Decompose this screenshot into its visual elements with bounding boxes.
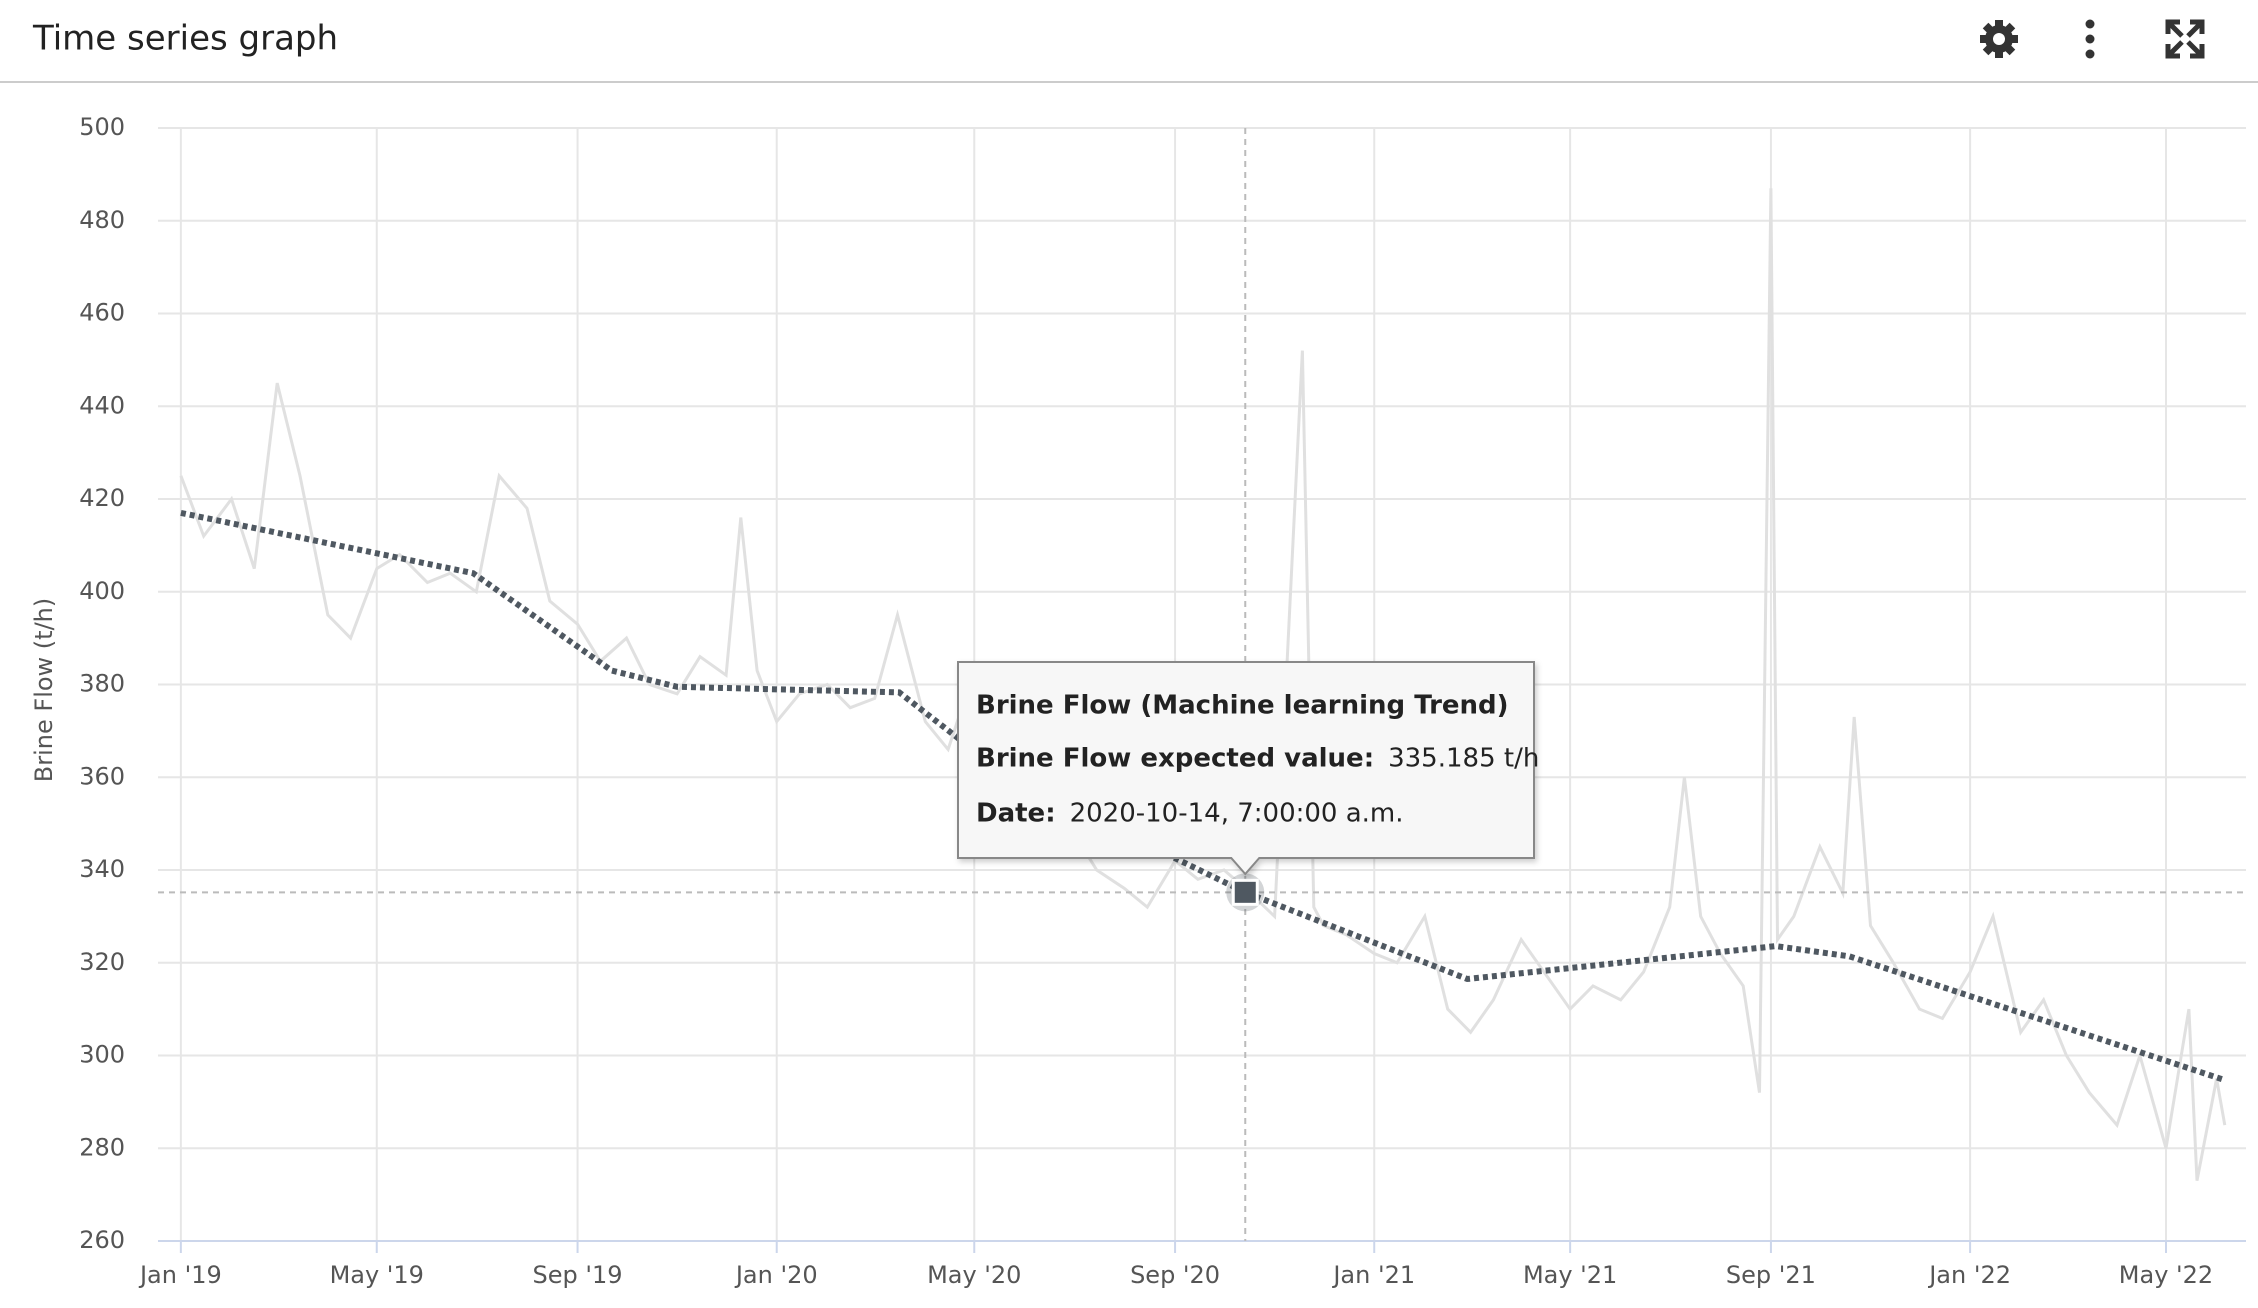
y-tick-label: 260 bbox=[79, 1226, 125, 1254]
hover-marker bbox=[1231, 878, 1259, 906]
y-tick-label: 340 bbox=[79, 855, 125, 883]
y-tick-label: 320 bbox=[79, 948, 125, 976]
tooltip-date: 2020-10-14, 7:00:00 a.m. bbox=[1070, 799, 1404, 829]
y-tick-label: 420 bbox=[79, 484, 125, 512]
tooltip-value: 335.185 t/h bbox=[1388, 744, 1539, 774]
x-tick-label: Jan '19 bbox=[138, 1261, 222, 1289]
y-tick-label: 380 bbox=[79, 670, 125, 698]
y-tick-label: 440 bbox=[79, 391, 125, 419]
x-tick-label: Jan '22 bbox=[1927, 1261, 2011, 1289]
raw-line bbox=[179, 188, 2227, 1181]
tooltip-title: Brine Flow (Machine learning Trend) bbox=[976, 691, 1509, 721]
tooltip-value-name: Brine Flow expected value: bbox=[976, 744, 1374, 774]
tooltip-box bbox=[957, 661, 1535, 876]
y-axis-label: Brine Flow (t/h) bbox=[30, 598, 58, 782]
widget-title: Time series graph bbox=[32, 19, 338, 59]
x-tick-label: May '22 bbox=[2119, 1261, 2213, 1289]
x-tick-label: May '21 bbox=[1523, 1261, 1617, 1289]
tooltip-date-name: Date: bbox=[976, 799, 1056, 829]
x-tick-label: May '20 bbox=[927, 1261, 1021, 1289]
y-tick-label: 400 bbox=[79, 577, 125, 605]
y-tick-label: 280 bbox=[79, 1133, 125, 1161]
y-tick-label: 300 bbox=[79, 1041, 125, 1069]
x-tick-label: Sep '21 bbox=[1726, 1261, 1816, 1289]
x-tick-label: Jan '21 bbox=[1331, 1261, 1415, 1289]
y-tick-label: 360 bbox=[79, 762, 125, 790]
y-tick-label: 500 bbox=[79, 113, 125, 141]
x-tick-label: Sep '19 bbox=[533, 1261, 623, 1289]
settings-icon[interactable] bbox=[1980, 20, 2018, 58]
x-tick-label: May '19 bbox=[330, 1261, 424, 1289]
x-tick-label: Jan '20 bbox=[734, 1261, 818, 1289]
more-icon[interactable] bbox=[2085, 19, 2095, 59]
y-tick-label: 480 bbox=[79, 206, 125, 234]
fullscreen-icon[interactable] bbox=[2165, 19, 2205, 59]
x-tick-label: Sep '20 bbox=[1130, 1261, 1220, 1289]
y-tick-label: 460 bbox=[79, 299, 125, 327]
